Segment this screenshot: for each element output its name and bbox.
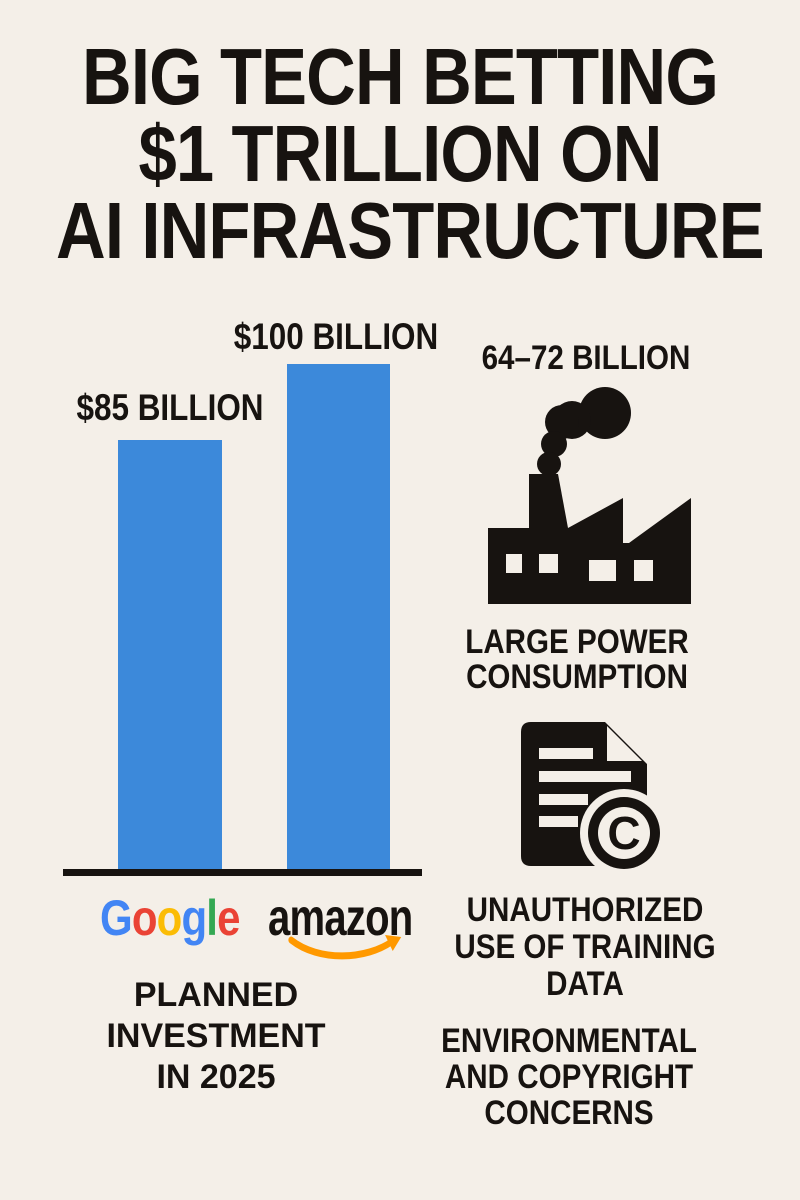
copyright-caption-line: USE OF TRAINING	[454, 928, 716, 966]
copyright-symbol: C	[607, 807, 640, 859]
google-logo: Google	[100, 893, 240, 943]
title-line-2: $1 TRILLION ON	[138, 109, 662, 198]
google-letter: G	[100, 890, 133, 946]
title-line-1: BIG TECH BETTING	[81, 32, 719, 121]
amazon-smile-arrow-icon	[288, 935, 402, 960]
chart-baseline	[63, 869, 422, 876]
google-letter: g	[181, 890, 207, 946]
bar-google	[118, 440, 222, 869]
power-caption: LARGE POWER CONSUMPTION	[420, 625, 733, 695]
google-letter: o	[131, 890, 158, 946]
chart-caption-line: IN 2025	[156, 1058, 276, 1096]
power-caption-line: LARGE POWER	[465, 623, 689, 661]
google-letter: l	[206, 890, 218, 946]
copyright-caption-line: DATA	[546, 965, 624, 1003]
power-caption-line: CONSUMPTION	[466, 658, 688, 696]
concerns-caption: ENVIRONMENTAL AND COPYRIGHT CONCERNS	[412, 1023, 725, 1131]
concerns-line: CONCERNS	[484, 1094, 654, 1132]
concerns-line: ENVIRONMENTAL	[441, 1022, 697, 1060]
chart-caption: PLANNED INVESTMENT IN 2025	[46, 975, 386, 1098]
title-line-3: AI INFRASTRUCTURE	[56, 186, 765, 275]
google-letter: o	[156, 890, 183, 946]
page-title: BIG TECH BETTING $1 TRILLION ON AI INFRA…	[56, 32, 765, 275]
bar-value-label-amazon: $100 BILLION	[233, 316, 439, 357]
bar-amazon	[287, 364, 390, 869]
bar-value-label-google: $85 BILLION	[76, 387, 264, 428]
google-letter: e	[217, 890, 240, 946]
power-headline: 64–72 BILLION	[481, 339, 691, 377]
amazon-logo: amazon	[268, 889, 413, 960]
chart-caption-line: PLANNED	[133, 976, 299, 1014]
document-copyright-icon: C	[521, 722, 668, 877]
copyright-caption-line: UNAUTHORIZED	[466, 891, 704, 929]
factory-smoke-icon	[488, 387, 691, 604]
amazon-logo-text: amazon	[268, 889, 413, 947]
concerns-line: AND COPYRIGHT	[444, 1058, 694, 1096]
copyright-caption: UNAUTHORIZED USE OF TRAINING DATA	[428, 892, 741, 1003]
chart-caption-line: INVESTMENT	[106, 1017, 326, 1055]
